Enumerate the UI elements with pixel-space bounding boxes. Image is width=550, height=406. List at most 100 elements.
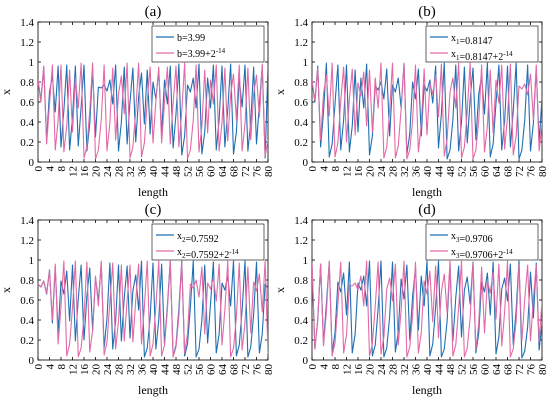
- x-tick-label: 56: [194, 364, 206, 376]
- y-tick-label: 0.4: [20, 117, 34, 129]
- x-tick-label: 28: [114, 166, 126, 178]
- legend-label: x3=0.9706+2-14: [451, 247, 513, 261]
- x-tick-label: 60: [480, 364, 492, 376]
- x-tick-label: 0: [33, 364, 45, 370]
- y-tick-label: 0.2: [294, 137, 308, 149]
- y-axis-label: x: [0, 89, 13, 95]
- y-tick-label: 1.4: [294, 215, 308, 227]
- x-tick-label: 48: [171, 166, 183, 178]
- x-tick-label: 12: [342, 166, 354, 177]
- x-tick-label: 72: [514, 364, 526, 375]
- chart-panel-1: (a)00.20.40.60.811.21.40 4 8 12 16 20 24 28 32 36…: [0, 4, 275, 199]
- y-tick-label: 0.4: [294, 315, 308, 327]
- series-line-2: [38, 62, 268, 160]
- y-axis-label: x: [273, 287, 287, 293]
- x-tick-label: 32: [125, 364, 137, 375]
- x-tick-label: 16: [353, 364, 365, 376]
- legend-label: x1=0.8147+2-14: [451, 49, 513, 63]
- y-tick-label: 0.8: [20, 275, 34, 287]
- x-tick-label: 44: [434, 166, 446, 178]
- legend-label: x2=0.7592+2-14: [177, 247, 239, 261]
- chart-title: (b): [418, 4, 436, 20]
- x-tick-label: 64: [491, 364, 503, 376]
- y-tick-label: 0: [303, 355, 309, 367]
- x-tick-label: 52: [183, 364, 195, 375]
- x-tick-label: 68: [503, 364, 515, 376]
- x-tick-label: 72: [240, 364, 252, 375]
- x-tick-label: 32: [399, 364, 411, 375]
- x-tick-label: 80: [263, 364, 275, 376]
- y-tick-label: 0: [29, 355, 35, 367]
- x-tick-label: 68: [229, 364, 241, 376]
- x-tick-label: 16: [353, 166, 365, 178]
- x-tick-label: 76: [526, 166, 538, 178]
- y-tick-label: 1: [29, 57, 35, 69]
- y-tick-label: 0.2: [294, 335, 308, 347]
- series-line-2: [312, 260, 542, 358]
- y-tick-label: 0.2: [20, 137, 34, 149]
- x-tick-label: 12: [68, 166, 80, 177]
- x-tick-label: 76: [252, 166, 264, 178]
- y-tick-label: 1: [303, 57, 309, 69]
- x-tick-label: 52: [183, 166, 195, 177]
- x-tick-label: 64: [491, 166, 503, 178]
- series-line-1: [38, 260, 268, 358]
- legend-label: x1=0.8147: [451, 33, 493, 47]
- x-tick-label: 4: [319, 166, 331, 172]
- chart-title: (a): [145, 4, 162, 20]
- chart-panel-3: (c)00.20.40.60.811.21.40 4 8 12 16 20 24 28 32 36…: [0, 202, 275, 397]
- x-tick-label: 48: [445, 364, 457, 376]
- y-tick-label: 0.6: [20, 295, 34, 307]
- x-tick-label: 20: [91, 166, 103, 178]
- x-tick-label: 28: [388, 364, 400, 376]
- x-tick-label: 80: [263, 166, 275, 178]
- chart-title: (d): [418, 202, 436, 218]
- x-tick-label: 72: [514, 166, 526, 177]
- x-tick-label: 44: [434, 364, 446, 376]
- x-tick-label: 40: [148, 166, 160, 178]
- x-tick-label: 44: [160, 166, 172, 178]
- x-tick-label: 20: [365, 364, 377, 376]
- x-tick-label: 48: [445, 166, 457, 178]
- y-tick-label: 1: [29, 255, 35, 267]
- series-line-2: [312, 62, 542, 160]
- y-tick-label: 0.4: [294, 117, 308, 129]
- y-tick-label: 0.6: [294, 295, 308, 307]
- x-tick-label: 24: [102, 166, 114, 178]
- x-axis-label: length: [412, 185, 442, 199]
- x-tick-label: 44: [160, 364, 172, 376]
- x-tick-label: 24: [376, 364, 388, 376]
- y-tick-label: 0.8: [20, 77, 34, 89]
- y-tick-label: 0.2: [20, 335, 34, 347]
- x-tick-label: 56: [468, 364, 480, 376]
- chart-panel-2: (b)00.20.40.60.811.21.40 4 8 12 16 20 24 28 32 36…: [273, 4, 549, 199]
- x-tick-label: 40: [422, 364, 434, 376]
- x-tick-label: 8: [330, 364, 342, 370]
- x-tick-label: 28: [114, 364, 126, 376]
- y-axis-label: x: [273, 89, 287, 95]
- x-tick-label: 40: [148, 364, 160, 376]
- chart-title: (c): [145, 202, 162, 218]
- x-tick-label: 52: [457, 166, 469, 177]
- series-line-1: [312, 260, 542, 359]
- x-tick-label: 16: [79, 166, 91, 178]
- x-axis-label: length: [138, 383, 168, 397]
- legend-label: x3=0.9706: [451, 231, 493, 245]
- x-tick-label: 24: [376, 166, 388, 178]
- x-tick-label: 64: [217, 364, 229, 376]
- x-tick-label: 64: [217, 166, 229, 178]
- x-tick-label: 36: [411, 364, 423, 376]
- x-tick-label: 0: [307, 166, 319, 172]
- x-tick-label: 36: [137, 364, 149, 376]
- x-tick-label: 20: [91, 364, 103, 376]
- y-tick-label: 1.4: [20, 215, 34, 227]
- y-tick-label: 1.2: [294, 37, 308, 49]
- y-tick-label: 1.2: [20, 37, 34, 49]
- legend-box: [425, 223, 539, 261]
- legend-label: x2=0.7592: [177, 231, 219, 245]
- x-tick-label: 76: [526, 364, 538, 376]
- y-tick-label: 0.8: [294, 77, 308, 89]
- x-tick-label: 28: [388, 166, 400, 178]
- legend-box: [151, 25, 265, 63]
